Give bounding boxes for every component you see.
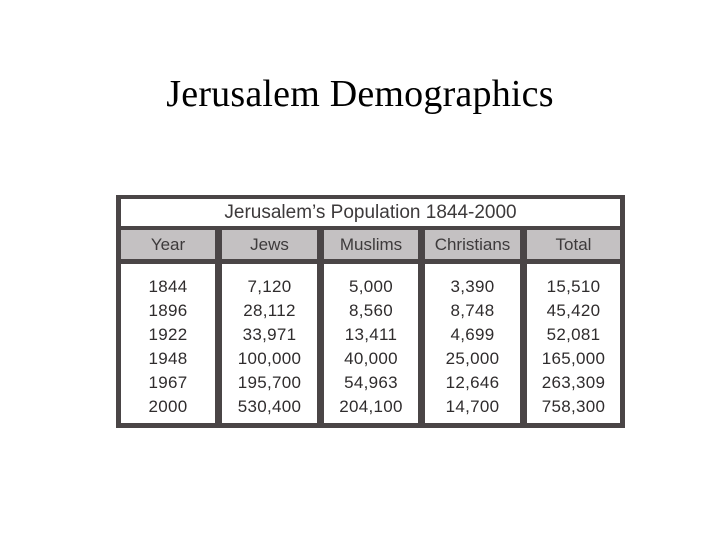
header-christians: Christians [425, 230, 520, 259]
slide-title: Jerusalem Demographics [166, 73, 554, 115]
table-cell: 7,120 [247, 277, 292, 296]
header-jews: Jews [222, 230, 317, 259]
table-cell: 1922 [148, 325, 188, 344]
table-cell: 758,300 [541, 397, 606, 416]
column-total: 15,510 45,420 52,081 165,000 263,309 758… [527, 264, 620, 423]
table-cell: 15,510 [546, 277, 601, 296]
table-body: 1844 1896 1922 1948 1967 2000 7,120 28,1… [121, 264, 620, 423]
table-cell: 4,699 [450, 325, 495, 344]
table-cell: 54,963 [344, 373, 398, 392]
table-cell: 1896 [148, 301, 188, 320]
table-cell: 100,000 [237, 349, 302, 368]
table-cell: 1948 [148, 349, 188, 368]
table-cell: 8,748 [450, 301, 495, 320]
table-cell: 165,000 [541, 349, 606, 368]
table-cell: 1967 [148, 373, 188, 392]
table-cell: 28,112 [243, 301, 296, 320]
table-cell: 12,646 [445, 373, 500, 392]
population-table: Jerusalem’s Population 1844-2000 Year Je… [116, 195, 625, 428]
table-title: Jerusalem’s Population 1844-2000 [121, 199, 620, 226]
table-cell: 5,000 [348, 277, 394, 296]
column-christians: 3,390 8,748 4,699 25,000 12,646 14,700 [425, 264, 520, 423]
table-cell: 2000 [148, 397, 188, 416]
table-cell: 3,390 [450, 277, 495, 296]
column-muslims: 5,000 8,560 13,411 40,000 54,963 204,100 [324, 264, 418, 423]
column-year: 1844 1896 1922 1948 1967 2000 [121, 264, 215, 423]
table-cell: 52,081 [546, 325, 601, 344]
table-cell: 45,420 [546, 301, 601, 320]
table-cell: 33,971 [242, 325, 297, 344]
table-header-row: Year Jews Muslims Christians Total [121, 230, 620, 259]
column-jews: 7,120 28,112 33,971 100,000 195,700 530,… [222, 264, 317, 423]
table-cell: 263,309 [541, 373, 606, 392]
table-cell: 25,000 [445, 349, 500, 368]
table-cell: 8,560 [348, 301, 394, 320]
header-total: Total [527, 230, 620, 259]
table-cell: 204,100 [339, 397, 403, 416]
table-cell: 1844 [148, 277, 188, 296]
header-muslims: Muslims [324, 230, 418, 259]
table-cell: 195,700 [237, 373, 302, 392]
table-cell: 14,700 [445, 397, 500, 416]
table-cell: 13,411 [344, 325, 398, 344]
table-cell: 530,400 [237, 397, 302, 416]
header-year: Year [121, 230, 215, 259]
table-cell: 40,000 [344, 349, 398, 368]
